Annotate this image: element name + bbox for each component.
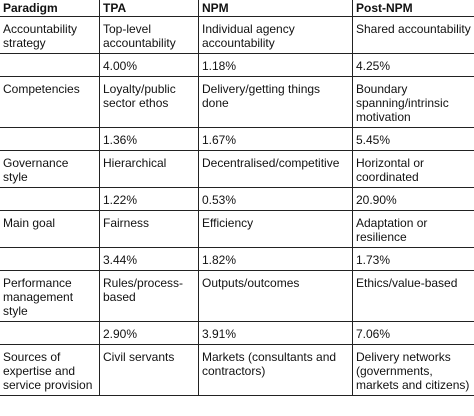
npm-cell: Individual agency accountability: [198, 16, 353, 54]
tpa-cell: Fairness: [99, 210, 199, 248]
row-label-cell: Sources of expertise and service provisi…: [0, 344, 100, 396]
npm-cell: Markets (consultants and contractors): [198, 344, 353, 396]
column-header-post-npm: Post-NPM: [352, 0, 474, 17]
table-row: Competencies Loyalty/public sector ethos…: [0, 76, 474, 128]
percentage-row: 1.22% 0.53% 20.90%: [0, 187, 474, 211]
column-header-npm: NPM: [198, 0, 353, 17]
row-label-cell: Competencies: [0, 76, 100, 128]
npm-percentage-cell: 3.91%: [198, 321, 353, 345]
row-label-cell: [0, 127, 100, 151]
tpa-cell: Hierarchical: [99, 150, 199, 188]
npm-cell: Delivery/getting things done: [198, 76, 353, 128]
post-npm-percentage-cell: 5.45%: [352, 127, 474, 151]
percentage-row: 1.36% 1.67% 5.45%: [0, 127, 474, 151]
tpa-percentage-cell: 4.00%: [99, 53, 199, 77]
row-label-cell: [0, 187, 100, 211]
tpa-percentage-cell: 3.44%: [99, 247, 199, 271]
row-label-cell: [0, 321, 100, 345]
npm-percentage-cell: 1.18%: [198, 53, 353, 77]
tpa-percentage-cell: 1.22%: [99, 187, 199, 211]
tpa-cell: Civil servants: [99, 344, 199, 396]
percentage-row: 4.00% 1.18% 4.25%: [0, 53, 474, 77]
npm-percentage-cell: 1.67%: [198, 127, 353, 151]
npm-percentage-cell: 0.53%: [198, 187, 353, 211]
column-header-paradigm: Paradigm: [0, 0, 100, 17]
tpa-percentage-cell: 2.90%: [99, 321, 199, 345]
percentage-row: 2.90% 3.91% 7.06%: [0, 321, 474, 345]
npm-cell: Decentralised/competitive: [198, 150, 353, 188]
post-npm-percentage-cell: 20.90%: [352, 187, 474, 211]
post-npm-percentage-cell: 4.25%: [352, 53, 474, 77]
table-row: Sources of expertise and service provisi…: [0, 344, 474, 396]
npm-cell: Outputs/outcomes: [198, 270, 353, 322]
row-label-cell: Accountability strategy: [0, 16, 100, 54]
row-label-cell: [0, 247, 100, 271]
table-row: Main goal Fairness Efficiency Adaptation…: [0, 210, 474, 248]
post-npm-cell: Boundary spanning/intrinsic motivation: [352, 76, 474, 128]
tpa-cell: Top-level accountability: [99, 16, 199, 54]
post-npm-percentage-cell: 7.06%: [352, 321, 474, 345]
paradigm-comparison-table: Paradigm TPA NPM Post-NPM Accountability…: [0, 0, 474, 396]
post-npm-percentage-cell: 1.73%: [352, 247, 474, 271]
npm-percentage-cell: 1.82%: [198, 247, 353, 271]
row-label-cell: Performance management style: [0, 270, 100, 322]
tpa-percentage-cell: 1.36%: [99, 127, 199, 151]
table-row: Accountability strategy Top-level accoun…: [0, 16, 474, 54]
post-npm-cell: Shared accountability: [352, 16, 474, 54]
percentage-row: 3.44% 1.82% 1.73%: [0, 247, 474, 271]
post-npm-cell: Ethics/value-based: [352, 270, 474, 322]
table-row: Governance style Hierarchical Decentrali…: [0, 150, 474, 188]
row-label-cell: Main goal: [0, 210, 100, 248]
npm-cell: Efficiency: [198, 210, 353, 248]
row-label-cell: Governance style: [0, 150, 100, 188]
tpa-cell: Rules/process-based: [99, 270, 199, 322]
post-npm-cell: Horizontal or coordinated: [352, 150, 474, 188]
column-header-tpa: TPA: [99, 0, 199, 17]
table-row: Performance management style Rules/proce…: [0, 270, 474, 322]
tpa-cell: Loyalty/public sector ethos: [99, 76, 199, 128]
post-npm-cell: Delivery networks (governments, markets …: [352, 344, 474, 396]
row-label-cell: [0, 53, 100, 77]
table-header-row: Paradigm TPA NPM Post-NPM: [0, 0, 474, 17]
post-npm-cell: Adaptation or resilience: [352, 210, 474, 248]
